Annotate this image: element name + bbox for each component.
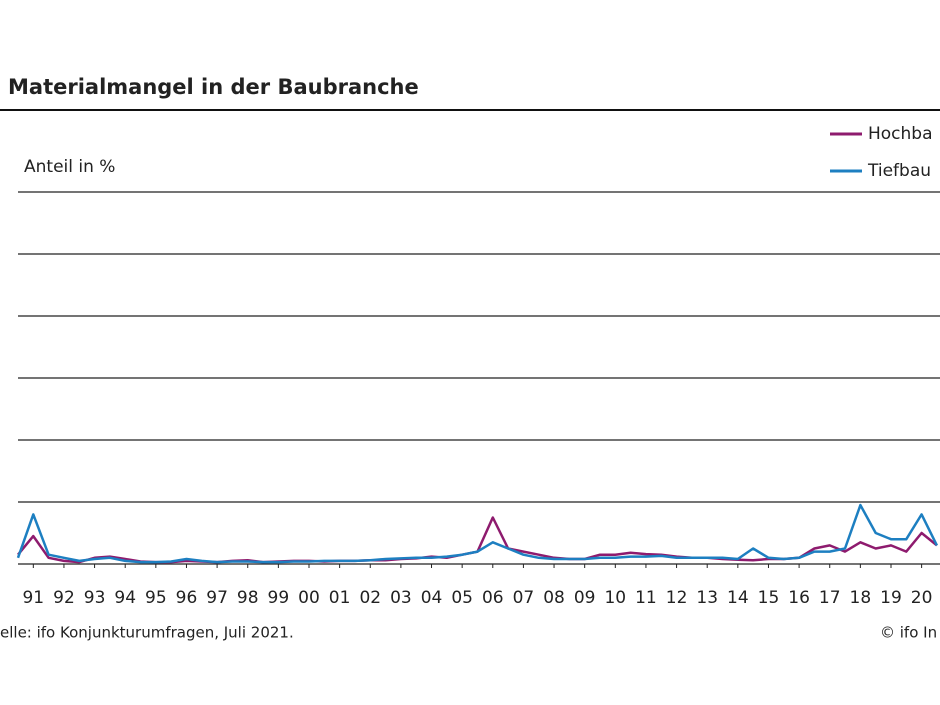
x-tick-label: 06: [482, 588, 504, 608]
x-tick-label: 95: [145, 588, 167, 608]
x-tick-label: 18: [850, 588, 872, 608]
x-tick-label: 97: [206, 588, 228, 608]
x-tick-label: 20: [911, 588, 933, 608]
legend-label: Tiefbau: [867, 161, 931, 181]
x-tick-label: 14: [727, 588, 749, 608]
chart-title: Materialmangel in der Baubranche: [8, 75, 419, 99]
x-tick-label: 00: [298, 588, 320, 608]
x-tick-label: 03: [390, 588, 412, 608]
x-tick-label: 93: [84, 588, 106, 608]
x-tick-label: 17: [819, 588, 841, 608]
x-tick-label: 16: [788, 588, 810, 608]
x-tick-label: 92: [53, 588, 75, 608]
x-tick-label: 94: [114, 588, 136, 608]
x-tick-label: 08: [543, 588, 565, 608]
x-tick-label: 02: [359, 588, 381, 608]
x-tick-label: 15: [758, 588, 780, 608]
copyright: © ifo In: [880, 624, 937, 642]
x-tick-label: 05: [451, 588, 473, 608]
x-tick-label: 09: [574, 588, 596, 608]
x-tick-label: 91: [22, 588, 44, 608]
x-tick-label: 99: [268, 588, 290, 608]
x-tick-label: 04: [421, 588, 443, 608]
x-tick-label: 96: [176, 588, 198, 608]
data-line: [17, 516, 938, 564]
data-line: [16, 503, 939, 564]
source: elle: ifo Konjunkturumfragen, Juli 2021.: [0, 624, 294, 642]
x-tick-label: 07: [513, 588, 535, 608]
x-tick-label: 01: [329, 588, 351, 608]
x-tick-label: 12: [666, 588, 688, 608]
x-tick-label: 98: [237, 588, 259, 608]
legend-label: Hochba: [868, 124, 933, 144]
x-tick-label: 10: [604, 588, 626, 608]
y-axis-label: Anteil in %: [24, 157, 115, 177]
x-tick-label: 13: [696, 588, 718, 608]
x-tick-label: 19: [880, 588, 902, 608]
x-tick-label: 11: [635, 588, 657, 608]
